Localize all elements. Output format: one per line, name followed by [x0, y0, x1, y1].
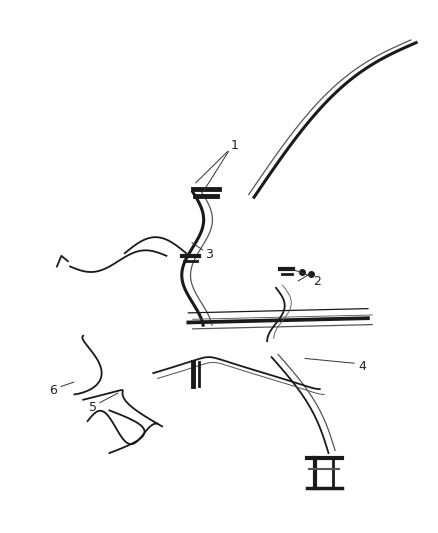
Text: 5: 5 — [89, 401, 97, 414]
Text: 6: 6 — [49, 384, 57, 397]
Text: 4: 4 — [359, 360, 367, 373]
Text: 1: 1 — [230, 139, 238, 152]
Text: 2: 2 — [314, 275, 321, 288]
Text: 3: 3 — [205, 248, 213, 261]
